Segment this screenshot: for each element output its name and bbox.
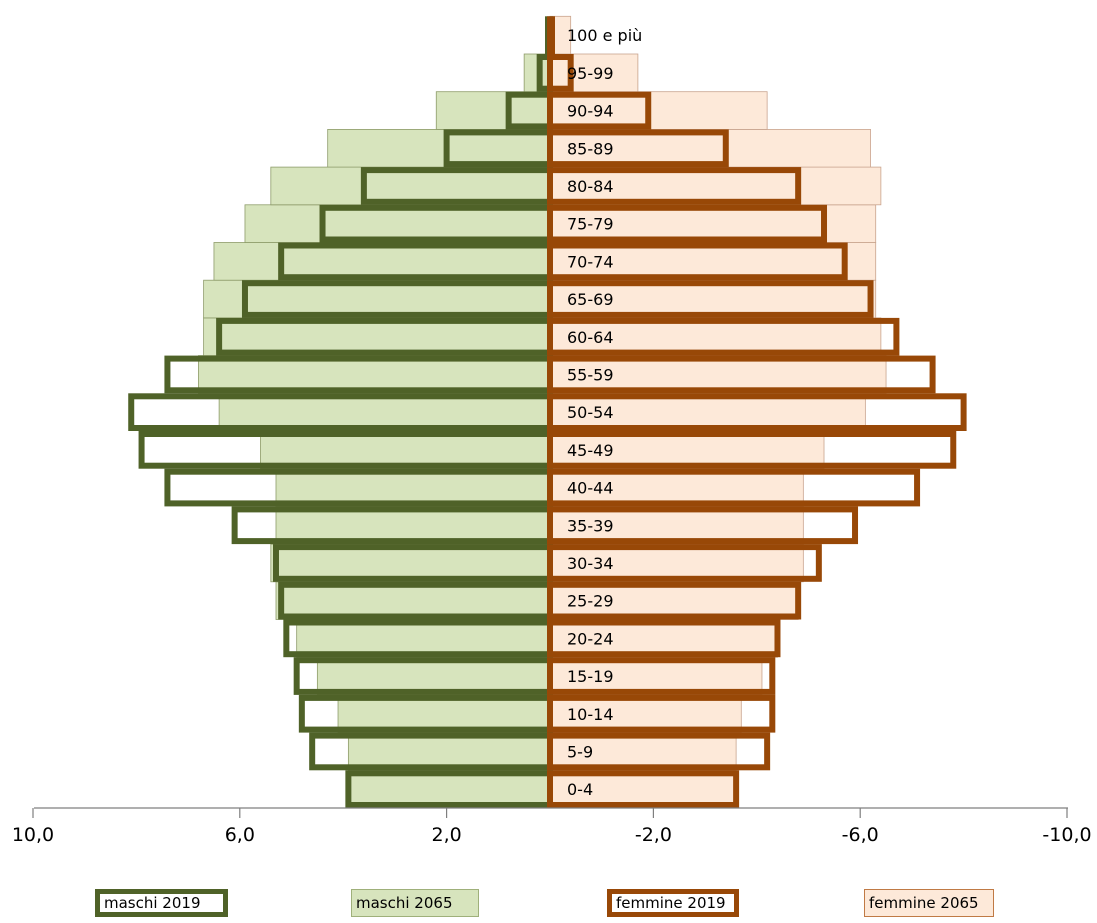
bar-femmine-2019-65-69 (547, 280, 874, 318)
bar-femmine-2065-25-29 (549, 581, 799, 620)
bar-femmine-2019-90-94 (547, 91, 652, 130)
bar-femmine-2065-65-69 (549, 279, 877, 319)
bar-femmine-2065-70-74 (549, 242, 877, 281)
bar-femmine-2065-0-4 (549, 769, 737, 809)
age-label-75-79: 75-79 (567, 215, 614, 234)
bar-femmine-2019-50-54 (547, 393, 967, 431)
bar-femmine-2019-70-74 (547, 242, 848, 281)
bar-maschi-2065-45-49 (260, 430, 551, 470)
age-label-20-24: 20-24 (567, 629, 614, 648)
age-label-10-14: 10-14 (567, 705, 614, 724)
bar-femmine-2019-95-99 (547, 54, 574, 92)
legend-item-maschi-2065: maschi 2065 (351, 889, 479, 917)
bar-femmine-2019-75-79 (547, 204, 828, 243)
age-label-40-44: 40-44 (567, 479, 614, 498)
bar-femmine-2065-95-99 (549, 53, 639, 93)
x-axis: 10,0 6,0 2,0 -2,0 -6,0 -10,0 (12, 807, 1092, 846)
bar-femmine-2065-20-24 (549, 619, 778, 658)
age-label-90-94: 90-94 (567, 102, 614, 121)
age-label-95-99: 95-99 (567, 64, 614, 83)
bar-maschi-2065-50-54 (218, 392, 551, 432)
bar-femmine-2019-30-34 (547, 544, 822, 582)
bar-femmine-2019-25-29 (547, 581, 802, 620)
population-pyramid-chart: 0-4 5-9 10-14 15-19 20-24 25-29 30-34 35-39 40-4… (12, 15, 1092, 846)
fill-bars-layer (198, 15, 887, 809)
bar-maschi-2065-10-14 (337, 694, 551, 734)
bar-femmine-2065-85-89 (549, 128, 871, 168)
bar-maschi-2065-30-34 (270, 543, 551, 583)
bar-femmine-2019-85-89 (547, 129, 729, 168)
bar-maschi-2065-90-94 (435, 91, 551, 130)
age-label-50-54: 50-54 (567, 403, 614, 422)
bar-femmine-2065-60-64 (549, 317, 882, 356)
bar-maschi-2065-85-89 (327, 128, 551, 168)
bar-maschi-2065-0-4 (347, 769, 551, 809)
age-label-5-9: 5-9 (567, 742, 593, 761)
age-label-25-29: 25-29 (567, 592, 614, 611)
age-label-45-49: 45-49 (567, 441, 614, 460)
bar-femmine-2019-60-64 (547, 317, 900, 356)
age-label-55-59: 55-59 (567, 365, 614, 384)
bar-maschi-2065-70-74 (213, 242, 551, 281)
bar-femmine-2019-100 e più (547, 16, 555, 54)
x-tick-label: 6,0 (225, 824, 255, 846)
age-labels-layer: 0-4 5-9 10-14 15-19 20-24 25-29 30-34 35-39 40-4… (567, 26, 642, 799)
age-label-60-64: 60-64 (567, 328, 614, 347)
bar-femmine-2019-40-44 (547, 468, 921, 507)
bar-femmine-2019-35-39 (547, 506, 859, 545)
bar-femmine-2019-0-4 (547, 770, 740, 808)
bar-femmine-2019-20-24 (547, 619, 781, 658)
age-label-30-34: 30-34 (567, 554, 614, 573)
age-label-15-19: 15-19 (567, 667, 614, 686)
bar-maschi-2065-40-44 (275, 468, 551, 507)
age-label-65-69: 65-69 (567, 290, 614, 309)
legend-item-femmine-2065: femmine 2065 (864, 889, 994, 917)
legend: maschi 2019 maschi 2065 femmine 2019 fem… (0, 889, 1097, 923)
age-label-0-4: 0-4 (567, 780, 593, 799)
bar-femmine-2065-55-59 (549, 355, 887, 394)
legend-item-femmine-2019: femmine 2019 (607, 889, 739, 917)
bar-femmine-2065-45-49 (549, 430, 825, 470)
outline-bars-layer (128, 16, 967, 808)
bar-femmine-2065-5-9 (549, 732, 737, 771)
bar-femmine-2019-10-14 (547, 694, 776, 733)
bar-maschi-2065-65-69 (203, 279, 551, 319)
age-label-100 e più: 100 e più (567, 26, 642, 45)
bar-femmine-2019-5-9 (547, 732, 771, 771)
age-label-85-89: 85-89 (567, 139, 614, 158)
bar-femmine-2019-55-59 (547, 355, 936, 394)
bar-femmine-2019-80-84 (547, 167, 802, 205)
x-tick-label: -10,0 (1042, 824, 1091, 846)
bar-maschi-2065-60-64 (203, 317, 551, 356)
bar-femmine-2065-10-14 (549, 694, 742, 734)
x-tick-label: 2,0 (431, 824, 461, 846)
bar-femmine-2065-90-94 (549, 91, 768, 130)
x-tick-label: 10,0 (12, 824, 54, 846)
age-label-70-74: 70-74 (567, 252, 614, 271)
bar-maschi-2065-55-59 (198, 355, 551, 394)
age-label-35-39: 35-39 (567, 516, 614, 535)
bar-femmine-2019-15-19 (547, 657, 776, 695)
bar-femmine-2019-45-49 (547, 431, 957, 469)
age-label-80-84: 80-84 (567, 177, 614, 196)
x-tick-label: -6,0 (842, 824, 879, 846)
legend-item-maschi-2019: maschi 2019 (95, 889, 228, 917)
x-tick-label: -2,0 (635, 824, 672, 846)
